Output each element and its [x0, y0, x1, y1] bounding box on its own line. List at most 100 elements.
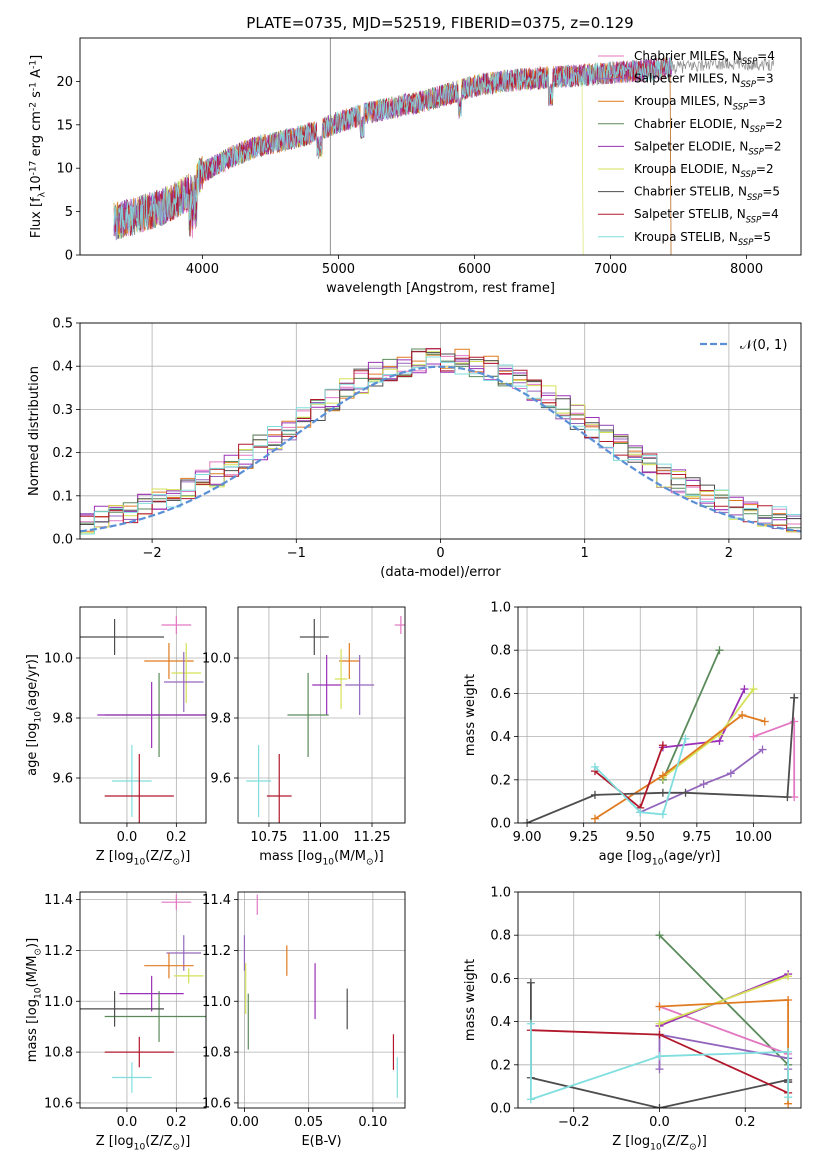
- weight-marker: [790, 717, 799, 726]
- x-tick-label: 9.25: [569, 830, 598, 845]
- x-tick-label: 0.2: [735, 1115, 756, 1130]
- y-tick-label: 11.0: [202, 995, 231, 1010]
- weight-marker: [783, 793, 792, 802]
- y-tick-label: 0.4: [490, 730, 511, 745]
- y-axis-label-part: )]: [25, 938, 40, 948]
- y-tick-label: 10.8: [44, 1046, 73, 1061]
- legend-label-1: Salpeter MILES, NSSP=3: [634, 72, 774, 89]
- legend-label-6-part: =5: [762, 185, 780, 199]
- weight-marker: [715, 646, 724, 655]
- spectrum-line-4: [113, 57, 673, 241]
- weight-marker: [526, 978, 535, 987]
- x-axis-label-part: 10: [650, 1143, 662, 1153]
- x-tick-label: 0.0: [117, 1115, 138, 1130]
- y-axis-label-part: -2: [29, 102, 39, 111]
- legend-label-4-part: SSP: [748, 147, 764, 157]
- x-axis-label-part: 10: [134, 858, 146, 868]
- x-axis-label-part: ⊙: [366, 858, 374, 868]
- y-tick-label: 10.8: [202, 1046, 231, 1061]
- weight-marker: [758, 745, 767, 754]
- y-axis-label-part: A: [29, 69, 44, 82]
- x-tick-label: 11.25: [353, 830, 390, 845]
- weight-marker: [636, 808, 645, 817]
- x-axis-label-part: E(B-V): [301, 1134, 341, 1149]
- y-axis-label: age [log10(age/yr)]: [25, 654, 44, 776]
- x-axis-label: mass [log10(M/M⊙)]: [259, 849, 383, 868]
- legend-label-6: Chabrier STELIB, NSSP=5: [634, 185, 780, 202]
- x-axis-label-part: 10: [322, 858, 334, 868]
- axes-frame: [237, 606, 406, 824]
- y-tick-label: 5: [65, 205, 73, 220]
- weight-marker: [658, 810, 667, 819]
- x-axis-label-part: (Z/Z: [145, 849, 172, 864]
- y-tick-label: 0.2: [490, 773, 511, 788]
- histogram-8: [80, 356, 801, 535]
- weight-marker: [740, 685, 749, 694]
- x-axis-label-part: 10: [134, 1143, 146, 1153]
- y-axis-label-part: (age/yr)]: [25, 654, 40, 711]
- legend-label-0: Chabrier MILES, NSSP=4: [634, 49, 775, 66]
- legend-label-4: Salpeter ELODIE, NSSP=2: [634, 139, 782, 156]
- plot-area-mass-vs-Z: [80, 894, 206, 1093]
- legend-label-3-part: SSP: [750, 124, 766, 134]
- axes-frame: [79, 37, 802, 256]
- legend-label-8-part: Kroupa STELIB, N: [634, 230, 738, 244]
- legend-label-4-part: Salpeter ELODIE, N: [634, 139, 748, 153]
- legend-label-3: Chabrier ELODIE, NSSP=2: [634, 117, 783, 134]
- x-axis-label-part: Z [log: [96, 1134, 134, 1149]
- y-tick-label: 0.0: [490, 1102, 511, 1117]
- weight-marker: [658, 788, 667, 797]
- plot-area-weights-vs-Z: [526, 931, 793, 1108]
- weight-marker: [681, 788, 690, 797]
- weight-marker: [655, 1065, 664, 1074]
- y-tick-label: 10.6: [44, 1096, 73, 1111]
- x-axis-label-part: Z [log: [612, 1134, 650, 1149]
- x-tick-label: 0.10: [358, 1115, 387, 1130]
- x-tick-label: 0.0: [117, 830, 138, 845]
- weight-marker: [699, 780, 708, 789]
- weight-marker: [784, 1093, 793, 1102]
- x-tick-label: 0.05: [294, 1115, 323, 1130]
- x-axis-label-part: age [log: [599, 849, 652, 864]
- x-axis-label-part: )]: [180, 849, 190, 864]
- y-tick-label: 0.3: [52, 403, 73, 418]
- y-tick-label: 0.2: [52, 446, 73, 461]
- x-tick-label: 6000: [458, 262, 491, 277]
- x-axis-label: wavelength [Angstrom, rest frame]: [326, 281, 555, 296]
- y-tick-label: 10.0: [202, 652, 231, 667]
- x-axis-label-part: )]: [697, 1134, 707, 1149]
- x-tick-label: −1: [287, 546, 306, 561]
- weight-line-8: [594, 738, 687, 816]
- y-tick-label: 0.6: [490, 972, 511, 987]
- x-axis-label: (data-model)/error: [380, 565, 501, 580]
- x-tick-label: 0.2: [166, 830, 187, 845]
- legend-label-0-part: Chabrier MILES, N: [634, 49, 742, 63]
- x-axis-label-part: Z [log: [96, 849, 134, 864]
- x-tick-label: 8000: [730, 262, 763, 277]
- x-tick-label: −2: [143, 546, 162, 561]
- weight-marker: [590, 762, 599, 771]
- y-axis-label-part: s: [29, 91, 44, 102]
- y-axis-label-part: mass [log: [25, 999, 40, 1062]
- x-tick-label: 9.00: [513, 830, 542, 845]
- weight-marker: [655, 931, 664, 940]
- legend-label-5-part: =2: [756, 162, 774, 176]
- y-axis-label-part: Normed distribution: [27, 366, 42, 496]
- weight-marker: [590, 790, 599, 799]
- weight-marker: [658, 771, 667, 780]
- legend-label-8-part: SSP: [738, 237, 754, 247]
- weight-marker: [738, 711, 747, 719]
- x-tick-label: −0.2: [558, 1115, 590, 1130]
- weight-line-1: [639, 748, 764, 814]
- axes-frame: [79, 606, 207, 824]
- y-tick-label: 9.6: [210, 772, 231, 787]
- legend-label-7-part: SSP: [746, 214, 762, 224]
- x-axis-label-part: )]: [180, 1134, 190, 1149]
- legend-label-7-part: =4: [761, 207, 779, 221]
- y-tick-label: 10.0: [44, 652, 73, 667]
- weight-marker: [655, 1019, 664, 1028]
- weight-marker: [655, 1104, 664, 1108]
- axes-frame: [517, 606, 802, 824]
